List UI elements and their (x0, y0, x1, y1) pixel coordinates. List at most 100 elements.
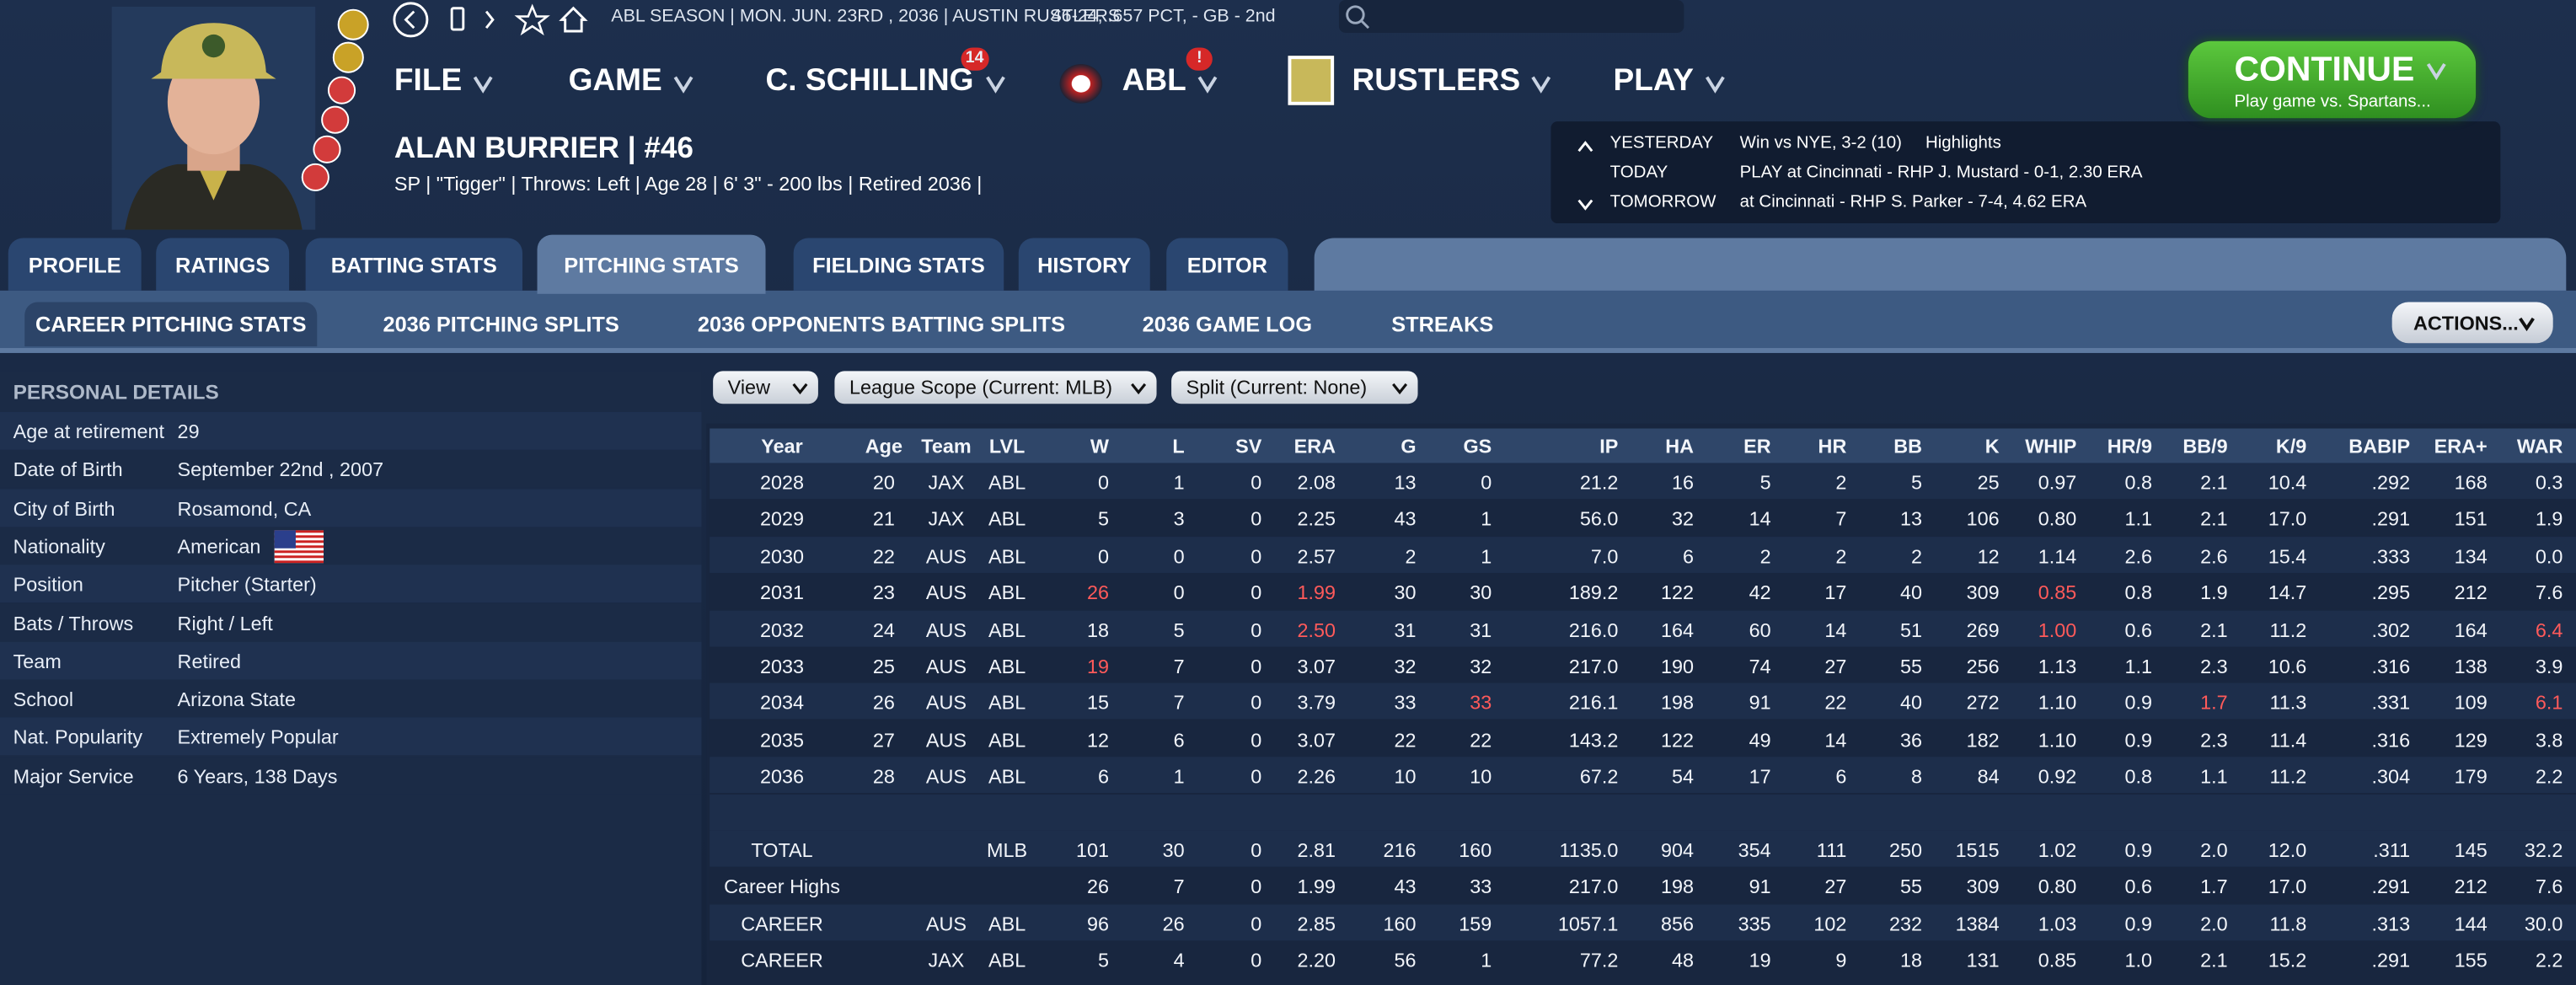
table-cell: 0.9 (2124, 912, 2153, 936)
table-cell: CAREER (741, 912, 823, 936)
subtab[interactable]: 2036 OPPONENTS BATTING SPLITS (697, 312, 1066, 337)
table-cell: 11.4 (2269, 728, 2307, 752)
table-cell: 189.2 (1568, 581, 1619, 605)
continue-sublabel[interactable]: Play game vs. Spartans... (2234, 92, 2431, 112)
details-value: 6 Years, 138 Days (177, 764, 338, 788)
table-cell: 11.8 (2269, 912, 2307, 936)
filter-dropdown[interactable]: Split (Current: None) (1171, 371, 1418, 404)
actions-button[interactable] (2391, 302, 2553, 344)
subtab[interactable]: STREAKS (1391, 312, 1494, 337)
table-cell: ABL (988, 765, 1026, 789)
menu-item[interactable]: FILE (394, 63, 463, 99)
details-value: Right / Left (177, 611, 273, 635)
menu-item[interactable]: PLAY (1613, 63, 1694, 99)
subtab[interactable]: 2036 PITCHING SPLITS (383, 312, 619, 337)
continue-button[interactable] (2188, 40, 2477, 119)
column-header[interactable]: HA (1665, 435, 1695, 458)
column-header[interactable]: ERA+ (2434, 435, 2488, 458)
table-row-bg (710, 940, 2576, 977)
table-cell: 13 (1900, 507, 1923, 532)
table-cell: 26 (1086, 581, 1109, 605)
forward-icon[interactable] (485, 10, 495, 29)
details-label: Nationality (13, 534, 105, 559)
column-header[interactable]: W (1090, 435, 1109, 458)
table-row-bg (710, 904, 2576, 940)
column-header[interactable]: BABIP (2348, 435, 2411, 458)
season-info: ABL SEASON | MON. JUN. 23RD , 2036 | AUS… (611, 6, 1121, 27)
table-cell: 155 (2454, 949, 2488, 972)
table-cell: 40 (1900, 581, 1923, 605)
table-cell: 91 (1749, 875, 1771, 899)
column-header[interactable]: Team (921, 435, 972, 458)
tab[interactable]: PROFILE (8, 238, 142, 291)
column-header[interactable]: ER (1743, 435, 1771, 458)
filter-dropdown[interactable]: View (713, 371, 818, 404)
down-arrow[interactable] (1577, 199, 1593, 211)
tab[interactable]: FIELDING STATS (793, 238, 1004, 291)
column-header[interactable]: SV (1235, 435, 1262, 458)
up-arrow[interactable] (1577, 141, 1593, 153)
table-cell: 131 (1966, 949, 2000, 972)
table-cell: JAX (928, 949, 965, 972)
column-header[interactable]: K/9 (2275, 435, 2307, 458)
column-header[interactable]: WHIP (2025, 435, 2077, 458)
table-cell: 1.1 (2124, 655, 2153, 678)
back-icon[interactable] (393, 2, 429, 38)
tab[interactable]: HISTORY (1018, 238, 1150, 291)
column-header[interactable]: Year (761, 435, 803, 458)
search-box[interactable] (1338, 0, 1684, 33)
menu-badge: ! (1186, 47, 1213, 71)
table-cell: 0 (1173, 581, 1185, 605)
column-header[interactable]: HR/9 (2107, 435, 2153, 458)
column-header[interactable]: IP (1599, 435, 1619, 458)
table-cell: ABL (988, 949, 1026, 972)
table-cell: 6 (1097, 765, 1109, 789)
menu-item[interactable]: ABL (1122, 63, 1186, 99)
subtab[interactable]: CAREER PITCHING STATS (24, 302, 318, 347)
table-cell: 27 (1824, 875, 1847, 899)
tab[interactable]: RATINGS (156, 238, 290, 291)
menu-item[interactable]: C. SCHILLING (765, 63, 974, 99)
collar (196, 163, 230, 201)
details-label: Major Service (13, 764, 134, 788)
menu-item[interactable]: GAME (568, 63, 662, 99)
column-header[interactable]: Age (865, 435, 902, 458)
home-icon[interactable] (559, 6, 588, 33)
badge (337, 8, 369, 40)
table-cell: 31 (1394, 618, 1417, 642)
table-cell: 32 (1470, 655, 1492, 678)
column-header[interactable]: WAR (2516, 435, 2563, 458)
table-cell: 21 (872, 507, 895, 532)
column-header[interactable]: HR (1818, 435, 1847, 458)
column-header[interactable]: BB/9 (2182, 435, 2228, 458)
tab[interactable]: BATTING STATS (305, 238, 522, 291)
column-header[interactable]: L (1172, 435, 1185, 458)
table-cell: 2.0 (2200, 838, 2228, 862)
column-header[interactable]: BB (1893, 435, 1923, 458)
column-header[interactable]: G (1400, 435, 1417, 458)
nav-icons[interactable] (388, 0, 595, 40)
column-header[interactable]: GS (1463, 435, 1492, 458)
column-header[interactable]: LVL (988, 435, 1026, 458)
table-cell: 256 (1966, 655, 2000, 678)
table-cell: AUS (925, 581, 967, 605)
column-header[interactable]: K (1984, 435, 2000, 458)
column-header[interactable]: ERA (1293, 435, 1336, 458)
page-icon[interactable] (450, 7, 465, 31)
table-cell: 0.3 (2535, 471, 2563, 495)
filter-dropdown[interactable]: League Scope (Current: MLB) (834, 371, 1157, 404)
schedule-arrows[interactable] (1574, 135, 1597, 217)
schedule-link[interactable]: Highlights (1925, 132, 2001, 153)
table-cell: 1135.0 (1559, 838, 1619, 862)
actions-label[interactable]: ACTIONS... (2413, 312, 2519, 335)
star-icon[interactable] (514, 3, 550, 36)
subtab[interactable]: 2036 GAME LOG (1142, 312, 1313, 337)
table-cell: 30 (1470, 581, 1492, 605)
table-cell: 22 (1824, 692, 1847, 715)
menu-item[interactable]: RUSTLERS (1352, 63, 1521, 99)
tab[interactable]: PITCHING STATS (537, 234, 766, 294)
table-cell: 2.2 (2535, 765, 2563, 789)
details-row-bg (0, 756, 702, 795)
continue-label[interactable]: CONTINUE (2234, 51, 2415, 89)
tab[interactable]: EDITOR (1166, 238, 1288, 291)
